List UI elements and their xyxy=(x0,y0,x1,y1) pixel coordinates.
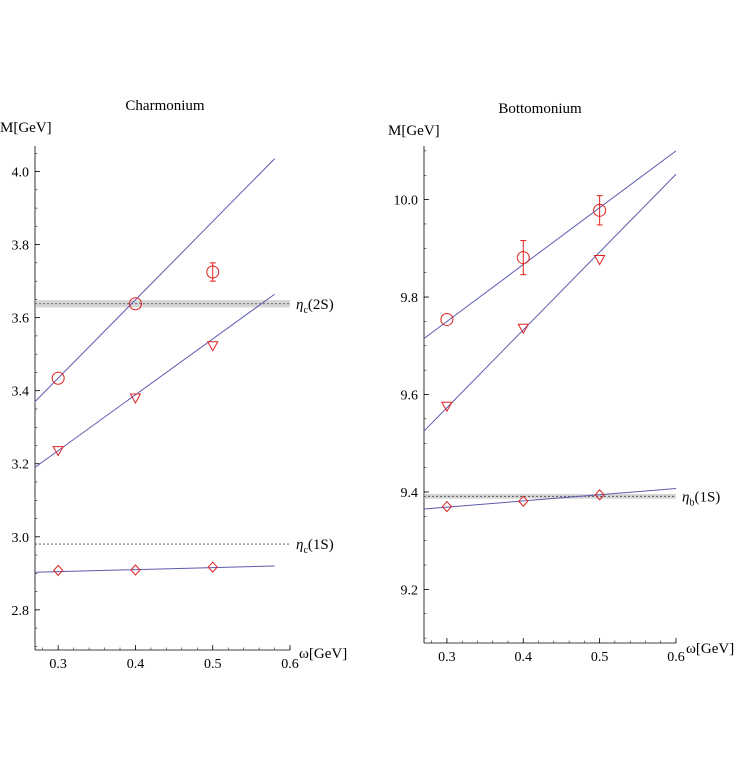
bottomonium-triangle-point xyxy=(517,323,530,335)
bottomonium-panel: 0.3 0.4 0.5 0.6 9.2 9.4 9.6 9.8 10.0 ηb(1S) Bottom… xyxy=(388,101,734,665)
bottomonium-diamond-point xyxy=(594,489,605,501)
charmonium-title: Charmonium xyxy=(125,98,204,114)
bottomonium-x-tick-label: 0.5 xyxy=(591,650,609,665)
bottomonium-diamond-point xyxy=(441,500,453,513)
charmonium-y-tick-label: 3.6 xyxy=(12,312,30,327)
bottomonium-circle-point xyxy=(516,251,530,265)
charmonium-panel: 0.3 0.4 0.5 0.6 2.8 3.0 3.2 3.4 3.6 3.8 4.0 ηc(2S) η… xyxy=(0,98,347,672)
bottomonium-x-tick-label: 0.4 xyxy=(515,650,533,665)
charmonium-circle-point xyxy=(128,297,142,311)
charmonium-y-tick-label: 2.8 xyxy=(12,604,30,619)
bottomonium-triangle-point xyxy=(593,255,606,266)
charmonium-y-tick-label: 3.4 xyxy=(12,385,30,400)
bottomonium-fit-line xyxy=(423,173,677,432)
bottomonium-diamond-point xyxy=(518,495,529,507)
bottomonium-y-tick-label: 9.4 xyxy=(401,486,419,501)
bottomonium-x-tick-label: 0.3 xyxy=(438,650,456,665)
bottomonium-y-tick-label: 9.6 xyxy=(401,389,419,404)
bottomonium-x-axis-label: ω[GeV] xyxy=(686,641,734,657)
bottomonium-y-axis-label: M[GeV] xyxy=(388,123,440,139)
bottomonium-title: Bottomonium xyxy=(498,101,582,117)
bottomonium-circle-point xyxy=(440,312,454,326)
charmonium-reference-label: ηc(2S) xyxy=(296,297,334,316)
charmonium-triangle-point xyxy=(206,341,219,352)
charmonium-fit-line xyxy=(34,565,275,573)
charmonium-y-axis-label: M[GeV] xyxy=(0,120,52,136)
bottomonium-y-tick-label: 9.8 xyxy=(401,291,419,306)
bottomonium-y-tick-label: 9.2 xyxy=(401,583,419,598)
charmonium-y-tick-label: 3.8 xyxy=(12,239,30,254)
charmonium-diamond-point xyxy=(207,561,218,573)
charmonium-diamond-point xyxy=(130,564,141,576)
bottomonium-circle-point xyxy=(593,203,607,217)
charmonium-x-axis-label: ω[GeV] xyxy=(299,646,347,662)
charmonium-x-tick-label: 0.4 xyxy=(127,657,145,672)
charmonium-x-tick-label: 0.3 xyxy=(49,657,67,672)
bottomonium-y-tick-label: 10.0 xyxy=(394,194,419,209)
charmonium-y-tick-label: 3.2 xyxy=(12,458,30,473)
bottomonium-fit-line xyxy=(423,150,677,339)
charmonium-triangle-point xyxy=(129,393,142,405)
bottomonium-triangle-point xyxy=(441,401,453,413)
charmonium-x-tick-label: 0.5 xyxy=(204,657,222,672)
charmonium-y-tick-label: 4.0 xyxy=(12,166,30,181)
bottomonium-reference-label: ηb(1S) xyxy=(682,489,720,508)
charmonium-x-tick-label: 0.6 xyxy=(281,657,299,672)
charmonium-y-tick-label: 3.0 xyxy=(12,531,30,546)
bottomonium-x-tick-label: 0.6 xyxy=(667,650,685,665)
charmonium-reference-band xyxy=(35,300,290,308)
charmonium-triangle-point xyxy=(52,446,65,457)
charmonium-circle-point xyxy=(206,265,220,279)
charmonium-reference-label: ηc(1S) xyxy=(296,537,334,556)
charmonium-fit-line xyxy=(34,293,275,468)
charmonium-fit-line xyxy=(34,158,275,403)
bottomonium-fit-line xyxy=(423,488,677,510)
charmonium-diamond-point xyxy=(53,564,64,577)
charmonium-circle-point xyxy=(51,371,65,385)
